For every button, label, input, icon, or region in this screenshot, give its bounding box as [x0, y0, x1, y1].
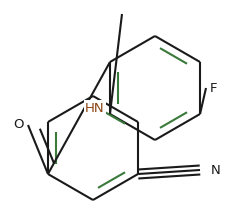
Text: HN: HN: [85, 101, 105, 114]
Text: F: F: [210, 82, 217, 95]
Text: N: N: [211, 163, 221, 177]
Text: O: O: [13, 119, 23, 131]
